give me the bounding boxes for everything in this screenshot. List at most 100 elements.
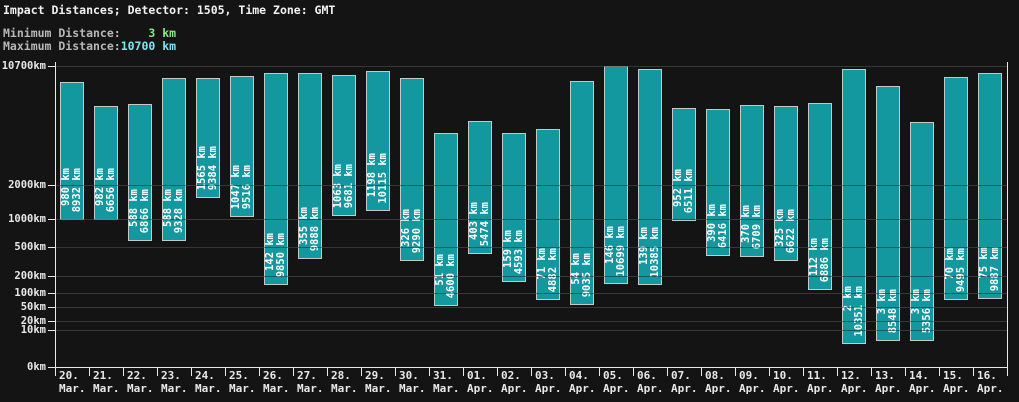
x-axis-label-month: Mar. bbox=[229, 382, 256, 395]
gridline-shade bbox=[55, 185, 1007, 186]
x-axis-label-month: Apr. bbox=[637, 382, 664, 395]
x-axis-label-month: Apr. bbox=[773, 382, 800, 395]
x-axis-label-month: Apr. bbox=[501, 382, 528, 395]
x-axis-label: 13. Apr. bbox=[875, 369, 902, 395]
x-axis-tick bbox=[395, 368, 396, 376]
bar-min-label: 588 km bbox=[162, 189, 174, 227]
x-axis-label-day: 06. bbox=[637, 369, 657, 382]
x-axis-label: 30. Mar. bbox=[399, 369, 426, 395]
x-axis-tick bbox=[89, 368, 90, 376]
bar-range-label: 982 km 6656 km bbox=[94, 168, 117, 215]
x-axis-label: 15. Apr. bbox=[943, 369, 970, 395]
bar-max-label: 10699 km bbox=[614, 226, 627, 277]
bar-range-label: 71 km 4882 km bbox=[536, 248, 559, 295]
bar-range-label: 370 km 6709 km bbox=[740, 205, 763, 252]
x-axis-label-day: 23. bbox=[161, 369, 181, 382]
bar-max-label: 4593 km bbox=[512, 230, 525, 275]
minimum-distance-row: Minimum Distance: 3 km bbox=[3, 26, 176, 40]
x-axis-label-day: 11. bbox=[807, 369, 827, 382]
x-axis-label-month: Mar. bbox=[195, 382, 222, 395]
x-axis-label-day: 05. bbox=[603, 369, 623, 382]
impact-range-bar: 1063 km 9681 km bbox=[332, 75, 356, 216]
x-axis-label: 01. Apr. bbox=[467, 369, 494, 395]
bar-range-label: 403 km 5474 km bbox=[468, 202, 491, 249]
impact-range-bar: 982 km 6656 km bbox=[94, 106, 118, 220]
bar-max-label: 9850 km bbox=[274, 233, 287, 278]
x-axis-tick bbox=[259, 368, 260, 376]
y-axis-tick bbox=[48, 293, 55, 294]
x-axis-label-month: Mar. bbox=[263, 382, 290, 395]
x-axis-tick bbox=[769, 368, 770, 376]
x-axis-label-month: Apr. bbox=[671, 382, 698, 395]
bar-range-label: 952 km 6511 km bbox=[672, 169, 695, 216]
bar-min-label: 3 km bbox=[910, 289, 922, 315]
bar-max-label: 4882 km bbox=[546, 248, 559, 293]
bar-min-label: 75 km bbox=[978, 247, 990, 279]
x-axis-label-month: Apr. bbox=[909, 382, 936, 395]
x-axis-tick bbox=[531, 368, 532, 376]
bar-max-label: 6886 km bbox=[818, 238, 831, 283]
impact-range-bar: 588 km 6866 km bbox=[128, 104, 152, 241]
bar-max-label: 9681 km bbox=[342, 164, 355, 209]
bar-range-label: 139 km 10385 km bbox=[638, 227, 661, 280]
x-axis-label-day: 16. bbox=[977, 369, 997, 382]
impact-range-bar: 139 km 10385 km bbox=[638, 69, 662, 285]
x-axis-label: 25. Mar. bbox=[229, 369, 256, 395]
gridline-shade bbox=[55, 330, 1007, 331]
y-axis-tick bbox=[48, 367, 55, 368]
y-axis-label: 2000km bbox=[8, 179, 46, 191]
bar-range-label: 3 km 5356 km bbox=[910, 289, 933, 336]
bar-min-label: 980 km bbox=[60, 168, 72, 206]
bar-max-label: 9887 km bbox=[988, 247, 1001, 292]
x-axis-tick bbox=[1007, 368, 1008, 376]
x-axis-label-day: 08. bbox=[705, 369, 725, 382]
y-axis-tick bbox=[48, 219, 55, 220]
x-axis-label: 14. Apr. bbox=[909, 369, 936, 395]
y-axis-tick bbox=[48, 276, 55, 277]
x-axis-label-day: 22. bbox=[127, 369, 147, 382]
bar-range-label: 1198 km 10115 km bbox=[366, 153, 389, 206]
x-axis-label-day: 03. bbox=[535, 369, 555, 382]
y-axis-tick bbox=[48, 185, 55, 186]
x-axis-label: 09. Apr. bbox=[739, 369, 766, 395]
y-axis-tick bbox=[48, 321, 55, 322]
bar-min-label: 71 km bbox=[536, 248, 548, 280]
x-axis-label-month: Mar. bbox=[331, 382, 358, 395]
bar-max-label: 10385 km bbox=[648, 227, 661, 278]
impact-range-bar: 51 km 4600 km bbox=[434, 133, 458, 306]
x-axis-label: 24. Mar. bbox=[195, 369, 222, 395]
x-axis-label-month: Apr. bbox=[841, 382, 868, 395]
x-axis-tick bbox=[565, 368, 566, 376]
x-axis-label-day: 29. bbox=[365, 369, 385, 382]
gridline bbox=[55, 219, 1007, 220]
x-axis-tick bbox=[837, 368, 838, 376]
gridline-shade bbox=[55, 247, 1007, 248]
x-axis-label-day: 09. bbox=[739, 369, 759, 382]
bar-range-label: 75 km 9887 km bbox=[978, 247, 1001, 294]
y-axis-label: 50km bbox=[20, 301, 46, 313]
bar-range-label: 588 km 9328 km bbox=[162, 189, 185, 236]
x-axis-label-day: 24. bbox=[195, 369, 215, 382]
bar-range-label: 325 km 6622 km bbox=[774, 209, 797, 256]
bar-max-label: 5356 km bbox=[920, 289, 933, 334]
x-axis-label-day: 07. bbox=[671, 369, 691, 382]
minimum-distance-value: 3 km bbox=[148, 26, 177, 40]
bar-max-label: 10115 km bbox=[376, 153, 389, 204]
x-axis-tick bbox=[191, 368, 192, 376]
x-axis-label: 08. Apr. bbox=[705, 369, 732, 395]
y-axis-label: 10700km bbox=[1, 60, 46, 72]
x-axis-tick bbox=[429, 368, 430, 376]
bar-max-label: 9516 km bbox=[240, 165, 253, 210]
impact-range-bar: 326 km 9290 km bbox=[400, 78, 424, 261]
x-axis-label-day: 28. bbox=[331, 369, 351, 382]
x-axis-label-month: Apr. bbox=[569, 382, 596, 395]
impact-range-bar: 355 km 9888 km bbox=[298, 73, 322, 259]
x-axis-tick bbox=[667, 368, 668, 376]
x-axis-tick bbox=[361, 368, 362, 376]
x-axis-label-month: Mar. bbox=[433, 382, 460, 395]
bar-max-label: 6622 km bbox=[784, 209, 797, 254]
impact-range-bar: 1047 km 9516 km bbox=[230, 76, 254, 217]
x-axis-label-month: Mar. bbox=[161, 382, 188, 395]
y-axis-label: 1000km bbox=[8, 213, 46, 225]
